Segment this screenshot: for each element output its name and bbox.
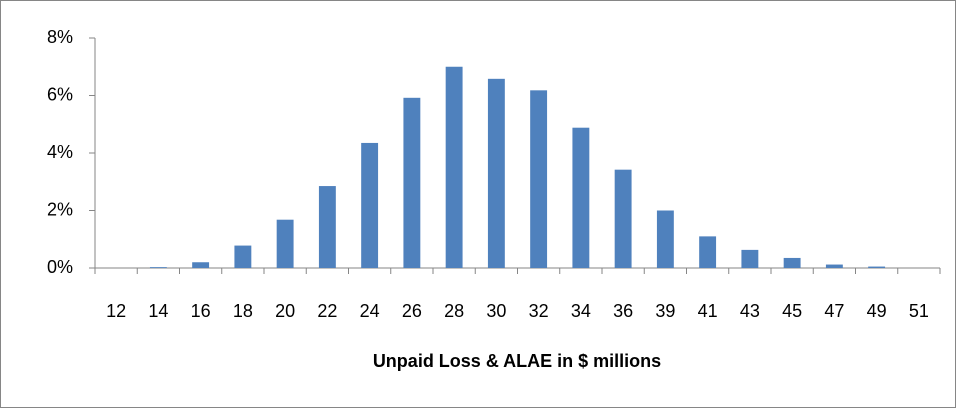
x-tick-label: 30	[486, 301, 506, 321]
bar	[149, 267, 167, 268]
bar	[403, 97, 421, 268]
bar	[318, 186, 336, 268]
bar	[741, 249, 759, 268]
x-axis-label: Unpaid Loss & ALAE in $ millions	[373, 351, 661, 371]
x-tick-label: 41	[698, 301, 718, 321]
bar	[572, 127, 590, 268]
x-tick-label: 12	[106, 301, 126, 321]
x-tick-label: 51	[909, 301, 929, 321]
x-tick-label: 26	[402, 301, 422, 321]
x-tick-label: 18	[233, 301, 253, 321]
x-tick-label: 45	[782, 301, 802, 321]
bar	[868, 266, 886, 268]
bar	[192, 262, 210, 268]
bar	[614, 169, 632, 268]
x-tick-label: 14	[148, 301, 168, 321]
x-tick-label: 28	[444, 301, 464, 321]
bar	[825, 264, 843, 268]
x-tick-label: 47	[824, 301, 844, 321]
x-tick-label: 20	[275, 301, 295, 321]
bar	[487, 78, 505, 268]
bar	[234, 245, 252, 268]
x-tick-label: 49	[867, 301, 887, 321]
y-tick-label: 6%	[47, 84, 73, 104]
bar	[276, 219, 294, 268]
bar	[656, 210, 674, 268]
x-tick-label: 36	[613, 301, 633, 321]
y-tick-label: 4%	[47, 142, 73, 162]
x-tick-label: 16	[191, 301, 211, 321]
x-tick-label: 39	[655, 301, 675, 321]
x-tick-label: 32	[529, 301, 549, 321]
y-tick-label: 8%	[47, 27, 73, 47]
y-tick-label: 0%	[47, 257, 73, 277]
x-tick-label: 34	[571, 301, 591, 321]
x-tick-label: 22	[317, 301, 337, 321]
bar	[699, 236, 717, 268]
x-tick-label: 24	[360, 301, 380, 321]
x-tick-label: 43	[740, 301, 760, 321]
bar	[445, 66, 463, 268]
y-tick-label: 2%	[47, 199, 73, 219]
bar	[783, 257, 801, 268]
bar	[361, 142, 379, 268]
bar	[530, 90, 548, 268]
